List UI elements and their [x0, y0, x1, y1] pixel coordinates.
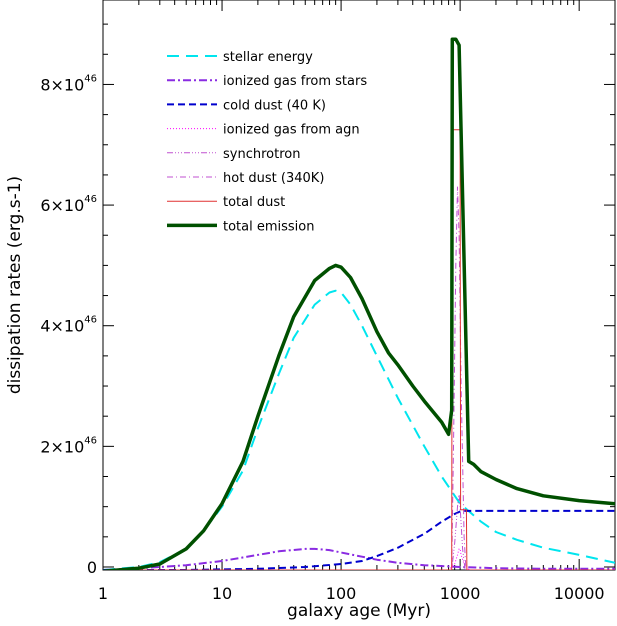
y-tick-exponent: 46: [84, 435, 97, 446]
legend-label: synchrotron: [223, 147, 300, 162]
y-tick-label: 8×1046: [40, 73, 97, 94]
series-line-3: [103, 509, 615, 570]
legend-label: stellar energy: [223, 50, 313, 65]
x-tick-label: 10000: [554, 584, 605, 603]
legend-label: total emission: [223, 219, 314, 234]
y-tick-mantissa: 2×10: [40, 437, 84, 456]
y-tick-exponent: 46: [84, 315, 97, 326]
series-line-5: [103, 494, 615, 570]
y-tick-mantissa: 0: [87, 558, 97, 577]
y-axis-label: dissipation rates (erg.s-1): [5, 176, 25, 394]
y-tick-exponent: 46: [84, 194, 97, 205]
x-tick-label: 10: [212, 584, 232, 603]
legend-label: ionized gas from stars: [223, 74, 367, 89]
y-tick-label: 4×1046: [40, 315, 97, 336]
y-tick-mantissa: 4×10: [40, 317, 84, 336]
series-lines: [103, 37, 615, 570]
x-tick-label: 1: [98, 584, 108, 603]
legend-label: hot dust (340K): [223, 171, 324, 186]
x-axis-label: galaxy age (Myr): [287, 601, 431, 621]
y-tick-mantissa: 6×10: [40, 196, 84, 215]
legend-label: ionized gas from agn: [223, 123, 360, 138]
y-tick-mantissa: 8×10: [40, 75, 84, 94]
series-line-7: [103, 129, 615, 570]
series-line-2: [103, 547, 615, 570]
series-line-6: [103, 186, 615, 570]
y-tick-exponent: 46: [84, 73, 97, 84]
x-tick-label: 1000: [440, 584, 481, 603]
legend: stellar energy ionized gas from stars cold…: [167, 50, 367, 234]
legend-label: total dust: [223, 195, 285, 210]
y-tick-label: 0: [87, 558, 97, 577]
legend-label: cold dust (40 K): [223, 98, 326, 113]
x-tick-label: 100: [326, 584, 357, 603]
y-tick-label: 2×1046: [40, 435, 97, 456]
y-tick-label: 6×1046: [40, 194, 97, 215]
series-line-8: [103, 37, 615, 570]
